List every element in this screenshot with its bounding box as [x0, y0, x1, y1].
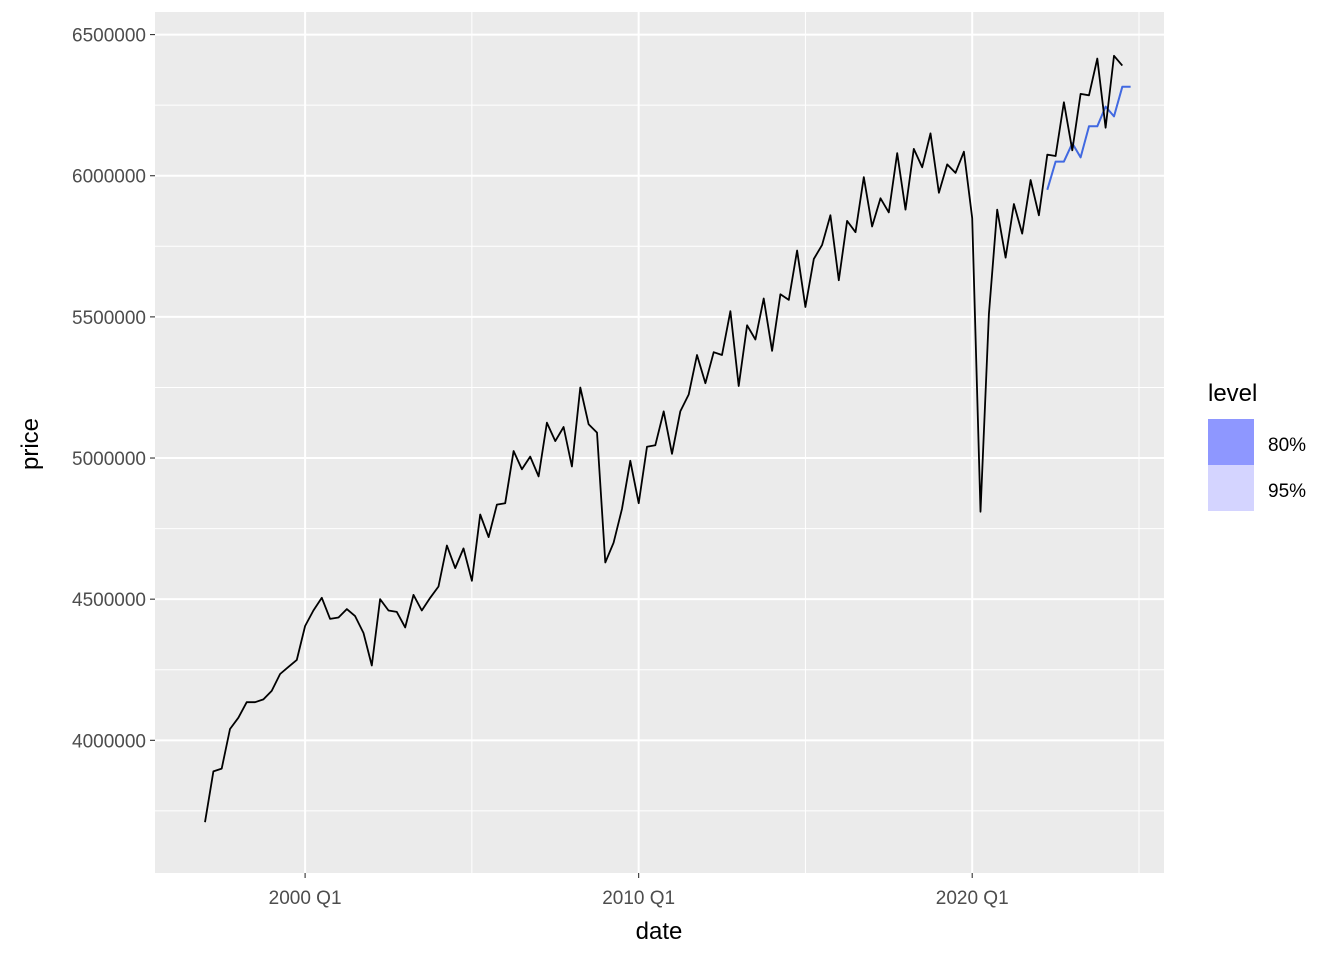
legend: level 80% 95%	[1208, 380, 1306, 511]
minor-gridlines	[155, 12, 1164, 873]
legend-label-95: 95%	[1268, 481, 1306, 502]
y-tick-label: 6000000	[72, 167, 146, 188]
x-tick-label: 2010 Q1	[602, 888, 675, 909]
x-tick-label: 2000 Q1	[269, 888, 342, 909]
legend-key-95	[1208, 465, 1254, 511]
y-tick-label: 5000000	[72, 449, 146, 470]
y-tick-label: 6500000	[72, 26, 146, 47]
history-series-line	[204, 54, 1123, 823]
legend-key-80	[1208, 419, 1254, 465]
y-axis-title: price	[17, 418, 44, 470]
forecast-series-line	[1046, 85, 1131, 191]
legend-label-80: 80%	[1268, 435, 1306, 456]
y-tick-label: 4500000	[72, 590, 146, 611]
series-layer	[204, 54, 1131, 823]
x-tick-label: 2020 Q1	[936, 888, 1009, 909]
legend-title: level	[1208, 380, 1257, 407]
y-tick-label: 5500000	[72, 308, 146, 329]
plot-panel	[155, 12, 1164, 873]
y-tick-label: 4000000	[72, 731, 146, 752]
x-axis-title: date	[636, 918, 683, 945]
y-axis: 4000000 4500000 5000000 5500000 6000000 65000…	[72, 26, 155, 752]
x-axis: 2000 Q1 2010 Q1 2020 Q1	[269, 873, 1009, 909]
